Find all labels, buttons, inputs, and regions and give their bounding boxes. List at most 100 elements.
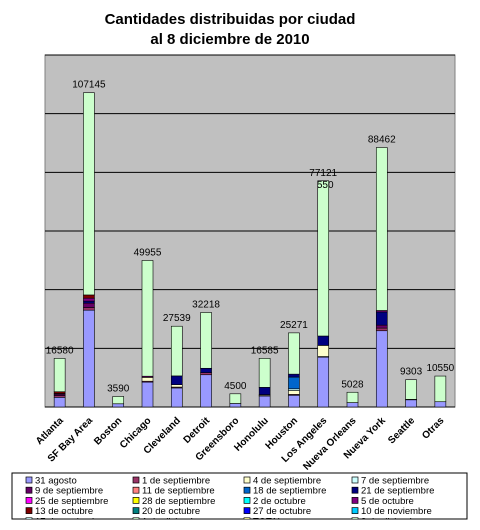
legend-item-25-de-septiembre: 25 de septiembre: [25, 496, 108, 507]
legend-swatch: [132, 476, 140, 484]
chart-title-line-1: Cantidades distribuidas por ciudad: [105, 11, 356, 28]
category-label-seattle: Seattle: [386, 415, 417, 446]
bar-segment-houston-31-agosto: [288, 394, 300, 408]
legend-item-total: TOTAL: [243, 516, 283, 525]
legend-swatch: [351, 476, 359, 484]
bar-segment-houston-4-de-septiembre: [288, 390, 300, 395]
bar-segment-los-angeles-4-de-septiembre: [317, 345, 330, 357]
legend-swatch: [243, 517, 251, 519]
legend-item-21-de-septiembre: 21 de septiembre: [351, 486, 434, 497]
bar-segment-seattle-31-agosto: [405, 399, 417, 408]
bar-segment-sf-bay-area-8-de-diciembre: [83, 92, 95, 296]
legend-label: 10 de noviembre: [361, 506, 432, 517]
bar-segment-honolulu-21-de-septiembre: [258, 387, 271, 395]
legend-label: 18 de septiembre: [253, 486, 326, 497]
bar-segment-detroit-31-agosto: [200, 374, 212, 408]
data-label-detroit: 32218: [192, 299, 220, 310]
legend-label: 9 de septiembre: [35, 486, 103, 497]
data-label-nueva-orleans: 5028: [341, 379, 364, 390]
bar-segment-greensboro-31-agosto: [229, 403, 242, 408]
bar-segment-los-angeles-8-de-diciembre: [317, 180, 330, 337]
data-label-seattle: 9303: [400, 367, 423, 378]
legend-item-18-de-septiembre: 18 de septiembre: [243, 486, 326, 497]
legend-item-9-de-septiembre: 9 de septiembre: [25, 486, 103, 497]
bar-segment-nueva-york-1-de-septiembre: [375, 327, 388, 332]
legend-swatch: [25, 507, 33, 514]
bar-segment-nueva-york-21-de-septiembre: [375, 311, 388, 326]
bar-segment-nueva-orleans-8-de-diciembre: [346, 391, 359, 403]
bar-segment-detroit-21-de-septiembre: [200, 367, 212, 373]
bar-segment-honolulu-31-agosto: [258, 395, 271, 408]
bar-segment-detroit-8-de-diciembre: [200, 312, 212, 369]
legend-swatch: [243, 507, 251, 514]
bar-stack-los-angeles: [317, 180, 330, 408]
bar-segment-seattle-8-de-diciembre: [405, 379, 417, 400]
bar-segment-nueva-york-31-agosto: [375, 330, 388, 408]
legend-item-17-de-noviembre: 17 de noviembre: [25, 516, 106, 525]
bar-segment-houston-21-de-septiembre: [288, 373, 300, 378]
legend-item-5-de-octubre: 5 de octubre: [351, 496, 414, 507]
bar-segment-detroit-1-de-septiembre: [200, 372, 212, 376]
bar-segment-cleveland-8-de-diciembre: [170, 325, 183, 377]
legend-swatch: [243, 486, 251, 494]
bar-stack-sf-bay-area: [83, 92, 95, 408]
bar-stack-cleveland: [170, 325, 183, 408]
data-label-chicago: 49955: [134, 247, 162, 258]
bar-segment-houston-8-de-diciembre: [288, 332, 300, 375]
bar-stack-honolulu: [258, 358, 271, 408]
legend-item-27-de-octubre: 27 de octubre: [243, 506, 311, 517]
legend-label: 21 de septiembre: [361, 486, 434, 497]
data-label-honolulu: 16585: [251, 345, 279, 356]
legend-label: 28 de septiembre: [142, 496, 215, 507]
category-label-otras: Otras: [420, 415, 447, 442]
legend-label: 25 de septiembre: [35, 496, 108, 507]
chart-title-line-2: al 8 diciembre de 2010: [150, 31, 309, 48]
data-label-nueva-york: 88462: [368, 135, 396, 146]
legend-label: 1 de septiembre: [142, 476, 210, 487]
legend-item-11-de-septiembre: 11 de septiembre: [132, 486, 215, 497]
legend-swatch: [243, 476, 251, 484]
bar-stack-boston: [112, 396, 125, 408]
legend-label: 5 de octubre: [361, 496, 414, 507]
bar-segment-sf-bay-area-1-de-septiembre: [83, 307, 95, 311]
bar-segment-houston-18-de-septiembre: [288, 376, 300, 390]
legend-swatch: [25, 486, 33, 494]
legend-box: 31 agosto 1 de septiembre 4 de septiembre 7…: [11, 472, 468, 525]
data-label-otras: 10550: [426, 363, 454, 374]
legend-item-7-de-septiembre: 7 de septiembre: [351, 476, 429, 487]
legend-swatch: [243, 497, 251, 504]
bar-stack-nueva-york: [375, 147, 388, 408]
bar-segment-sf-bay-area-9-de-septiembre: [83, 302, 95, 308]
bar-segment-otras-31-agosto: [434, 401, 447, 408]
bar-stack-seattle: [405, 379, 417, 408]
legend-item-10-de-noviembre: 10 de noviembre: [351, 506, 432, 517]
legend-swatch: [351, 507, 359, 514]
bar-stack-nueva-orleans: [346, 391, 359, 408]
bar-segment-cleveland-4-de-septiembre: [170, 384, 183, 388]
legend-swatch: [351, 486, 359, 494]
legend-swatch: [25, 497, 33, 504]
data-label-extra: 550: [317, 180, 334, 191]
bar-segment-sf-bay-area-21-de-septiembre: [83, 300, 95, 304]
bar-segment-nueva-york-8-de-diciembre: [375, 147, 388, 311]
bar-segment-boston-31-agosto: [112, 403, 125, 408]
legend-label: 13 de octubre: [35, 506, 93, 517]
legend-swatch: [132, 486, 140, 494]
legend-label: 7 de septiembre: [361, 476, 429, 487]
legend-item-28-de-septiembre: 28 de septiembre: [132, 496, 215, 507]
legend-swatch: [132, 507, 140, 514]
bar-segment-los-angeles-31-agosto: [317, 356, 330, 408]
bar-segment-cleveland-21-de-septiembre: [170, 375, 183, 386]
bar-segment-nueva-orleans-31-agosto: [346, 402, 359, 408]
bar-segment-greensboro-8-de-diciembre: [229, 393, 242, 404]
data-label-atlanta: 16580: [46, 345, 74, 356]
bar-segment-atlanta-8-de-diciembre: [53, 358, 66, 393]
legend-label: 8 de diciembre: [361, 516, 423, 525]
legend-swatch: [132, 517, 140, 519]
legend-label: TOTAL: [253, 516, 283, 525]
bar-segment-otras-8-de-diciembre: [434, 375, 447, 403]
legend-label: 17 de noviembre: [35, 516, 106, 525]
data-label-greensboro: 4500: [224, 381, 247, 392]
